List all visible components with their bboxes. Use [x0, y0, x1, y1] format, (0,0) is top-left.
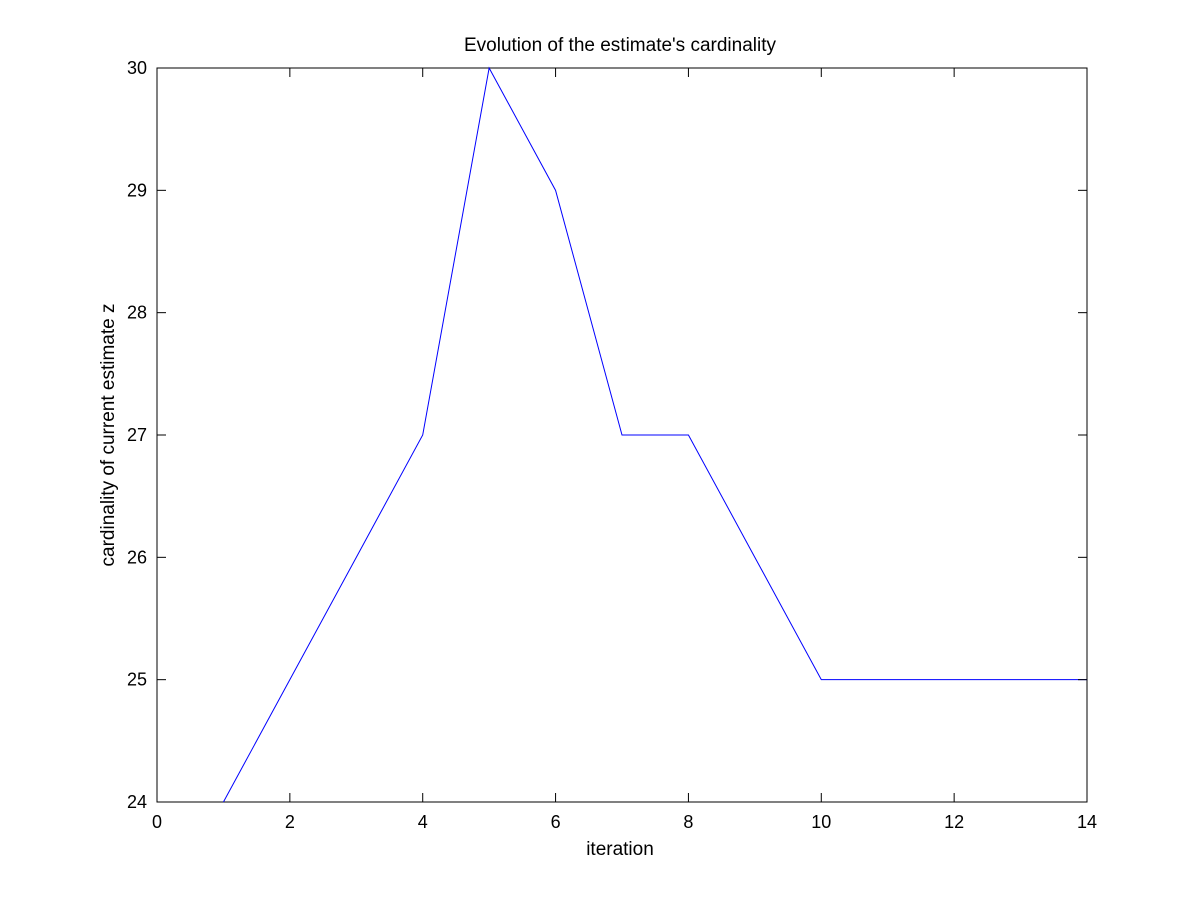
x-tick-label: 8 — [683, 812, 693, 832]
y-tick-label: 24 — [127, 792, 147, 812]
y-tick-label: 28 — [127, 303, 147, 323]
x-tick-label: 12 — [944, 812, 964, 832]
x-tick-label: 14 — [1077, 812, 1097, 832]
y-axis-label: cardinality of current estimate z — [98, 304, 119, 567]
x-tick-label: 10 — [811, 812, 831, 832]
y-tick-label: 26 — [127, 547, 147, 567]
x-tick-label: 0 — [152, 812, 162, 832]
x-tick-label: 6 — [551, 812, 561, 832]
y-tick-label: 30 — [127, 58, 147, 78]
series-line — [222, 66, 1087, 803]
x-tick-label: 2 — [285, 812, 295, 832]
y-tick-label: 25 — [127, 670, 147, 690]
x-tick-label: 4 — [418, 812, 428, 832]
y-tick-label: 29 — [127, 180, 147, 200]
chart-title: Evolution of the estimate's cardinality — [464, 35, 777, 56]
x-axis-label: iteration — [586, 839, 654, 860]
y-tick-label: 27 — [127, 425, 147, 445]
